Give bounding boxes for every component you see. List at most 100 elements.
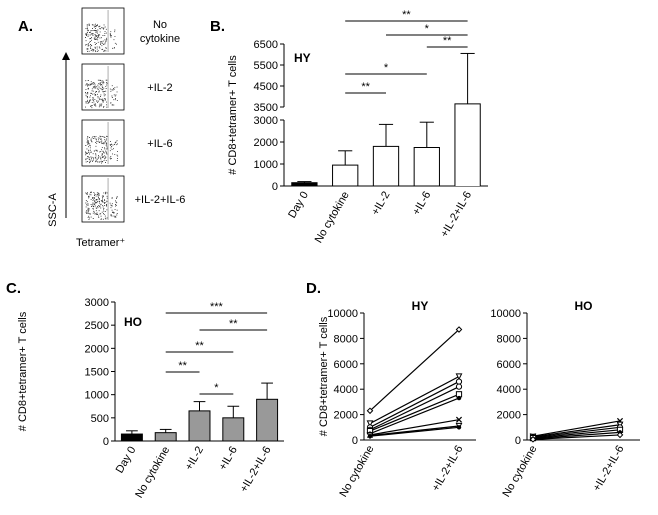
- series-line: [369, 425, 460, 437]
- significance-label: **: [178, 360, 187, 372]
- series-line: [369, 375, 460, 425]
- x-category-label: +IL-2+IL-6: [438, 189, 474, 239]
- series-point: [366, 420, 374, 428]
- flow-condition-label: +IL-2: [147, 82, 172, 94]
- flow-events: [85, 23, 117, 53]
- y-tick-label: 10000: [327, 308, 358, 320]
- flow-events: [85, 79, 118, 109]
- flow-condition-line: +IL-2+IL-6: [135, 194, 186, 206]
- bar: [332, 164, 359, 187]
- series-point: [366, 407, 374, 415]
- panel-label-d: D.: [306, 280, 321, 297]
- flow-condition-line: cytokine: [140, 33, 180, 45]
- bar: [222, 417, 245, 442]
- significance-label: ***: [210, 301, 224, 313]
- x-category-label: +IL-2: [370, 190, 393, 218]
- x-category-label: +IL-2+IL-6: [430, 444, 466, 494]
- bar: [413, 147, 440, 187]
- series-point: [529, 436, 537, 443]
- y-tick-label: 1000: [254, 159, 278, 171]
- flow-plot-frame: [81, 7, 125, 55]
- series-point: [456, 425, 462, 430]
- series-line: [369, 419, 460, 436]
- y-tick-label: 0: [515, 435, 521, 447]
- flow-events: [85, 135, 119, 164]
- series-line: [369, 329, 460, 412]
- series-line: [369, 386, 460, 431]
- y-tick-label: 6000: [334, 359, 358, 371]
- bar: [291, 182, 318, 187]
- significance-label: *: [214, 382, 219, 394]
- series-point: [616, 431, 624, 439]
- chart-d-hy: 0 2000 4000 6000 8000 10000# CD8+tetramer+ T …: [318, 299, 476, 499]
- series-point: [455, 383, 463, 390]
- chart-d-ho: 0 2000 4000 6000 8000 10000 HO No cytokine +IL-2…: [490, 299, 640, 499]
- series-point: [455, 416, 463, 423]
- flow-condition-line: No: [153, 19, 167, 31]
- panel-label-a: A.: [18, 18, 33, 35]
- y-tick-label: 2500: [85, 320, 109, 332]
- x-category-label: +IL-6: [217, 445, 240, 473]
- panel-label-b: B.: [210, 18, 225, 35]
- y-tick-label: 4000: [497, 384, 521, 396]
- y-tick-label: 0: [272, 181, 278, 193]
- significance-label: **: [402, 9, 411, 21]
- flow-condition-line: +IL-2: [147, 82, 172, 94]
- y-tick-label: 8000: [497, 333, 521, 345]
- flow-y-axis-label: SSC-A: [47, 193, 59, 227]
- chart-inner-label: HY: [294, 51, 311, 65]
- series-line: [369, 381, 460, 428]
- x-category-label: Day 0: [114, 445, 139, 476]
- y-tick-label: 8000: [334, 333, 358, 345]
- y-tick-label: 0: [352, 435, 358, 447]
- series-line: [532, 431, 621, 440]
- x-category-label: +IL-2: [183, 445, 206, 473]
- y-axis-title: # CD8+tetramer+ T cells: [17, 311, 29, 431]
- series-line: [532, 429, 621, 439]
- y-axis-title: # CD8+tetramer+ T cells: [227, 55, 239, 175]
- y-tick-label: 3000: [254, 115, 278, 127]
- significance-label: **: [361, 81, 370, 93]
- chart-title: HY: [412, 299, 429, 313]
- x-category-label: No cytokine: [500, 444, 539, 500]
- chart-inner-label: HO: [124, 315, 142, 329]
- x-category-label: No cytokine: [337, 444, 376, 500]
- significance-label: *: [384, 62, 389, 74]
- y-tick-label: 2000: [85, 343, 109, 355]
- series-point: [455, 326, 463, 333]
- y-tick-label: 2000: [254, 137, 278, 149]
- flow-y-arrowhead: [62, 52, 70, 60]
- bar: [256, 398, 279, 442]
- y-tick-label: 3000: [85, 297, 109, 309]
- x-category-label: +IL-6: [410, 190, 433, 218]
- series-line: [532, 434, 621, 440]
- series-line: [369, 426, 460, 437]
- chart-title: HO: [575, 299, 593, 313]
- series-line: [532, 426, 621, 439]
- y-tick-label: 1000: [85, 390, 109, 402]
- series-point: [455, 378, 463, 385]
- significance-label: *: [425, 23, 430, 35]
- flow-condition-label: +IL-2+IL-6: [135, 194, 186, 206]
- significance-label: **: [195, 340, 204, 352]
- x-category-label: +IL-2+IL-6: [591, 444, 627, 494]
- y-tick-label: 10000: [490, 308, 521, 320]
- y-tick-label: 3500: [254, 102, 278, 114]
- significance-label: **: [229, 318, 238, 330]
- bar: [188, 410, 211, 442]
- panel-label-c: C.: [6, 280, 21, 297]
- y-tick-label: 5500: [254, 60, 278, 72]
- series-line: [532, 420, 621, 437]
- bar: [120, 433, 143, 442]
- flow-condition-label: +IL-6: [147, 138, 172, 150]
- bar: [372, 145, 400, 187]
- flow-condition-line: +IL-6: [147, 138, 172, 150]
- x-category-label: +IL-2+IL-6: [238, 445, 274, 495]
- y-tick-label: 2000: [334, 410, 358, 422]
- y-tick-label: 500: [91, 413, 109, 425]
- series-line: [369, 393, 460, 432]
- x-category-label: No cytokine: [313, 190, 352, 246]
- series-point: [367, 433, 373, 439]
- y-tick-label: 2000: [497, 410, 521, 422]
